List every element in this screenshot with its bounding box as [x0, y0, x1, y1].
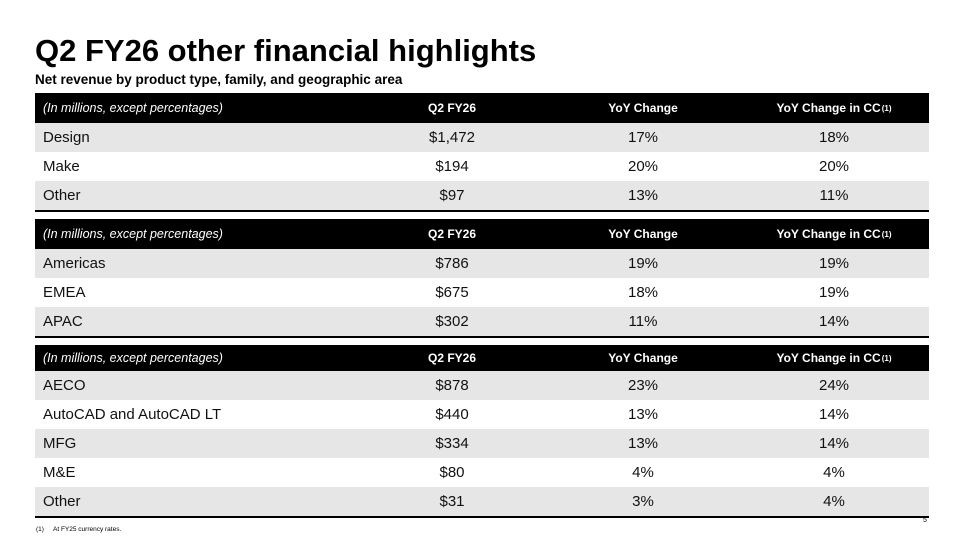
row-value: 18%: [818, 129, 850, 146]
row-value: 18%: [627, 284, 659, 301]
table-row: Other $97 13% 11%: [35, 181, 929, 210]
table-rule: [35, 210, 929, 212]
header-text: YoY Change: [608, 101, 678, 115]
table-row: EMEA $675 18% 19%: [35, 278, 929, 307]
row-value: 17%: [627, 129, 659, 146]
row-value: 14%: [818, 435, 850, 452]
table-rule: [35, 516, 929, 518]
row-value: 23%: [627, 377, 659, 394]
header-cell: Q2 FY26: [352, 345, 552, 371]
row-value: $675: [435, 284, 469, 301]
row-value: 4%: [632, 464, 654, 481]
header-cell: YoY Change in CC (1): [734, 93, 934, 123]
footnote: At FY25 currency rates.: [53, 526, 122, 533]
header-cell: YoY Change in CC (1): [734, 345, 934, 371]
row-value: 19%: [818, 284, 850, 301]
row-label: APAC: [43, 313, 83, 330]
table-rule: [35, 336, 929, 338]
subtitle: Net revenue by product type, family, and…: [35, 72, 403, 87]
footnote-marker: (1): [36, 526, 44, 533]
row-value: 19%: [627, 255, 659, 272]
row-value: $1,472: [429, 129, 475, 146]
header-cell: (In millions, except percentages): [43, 219, 223, 249]
row-value: $97: [439, 187, 465, 204]
row-value: 20%: [818, 158, 850, 175]
row-value: 14%: [818, 406, 850, 423]
row-value: 4%: [823, 493, 845, 510]
header-text: YoY Change in CC: [776, 101, 881, 115]
header-text: (In millions, except percentages): [43, 101, 223, 115]
table-row: Other $31 3% 4%: [35, 487, 929, 516]
row-label: Americas: [43, 255, 106, 272]
table-header: (In millions, except percentages) Q2 FY26…: [35, 93, 929, 123]
header-note: (1): [881, 103, 892, 113]
header-cell: YoY Change in CC (1): [734, 219, 934, 249]
row-value: $878: [435, 377, 469, 394]
row-label: Make: [43, 158, 80, 175]
header-text: YoY Change in CC: [776, 227, 881, 241]
row-value: 13%: [627, 406, 659, 423]
header-note: (1): [881, 353, 892, 363]
page-number: 5: [923, 517, 927, 524]
header-text: (In millions, except percentages): [43, 351, 223, 365]
row-value: 11%: [628, 313, 658, 330]
row-label: MFG: [43, 435, 77, 452]
row-value: $334: [435, 435, 469, 452]
header-text: Q2 FY26: [427, 351, 477, 365]
header-cell: Q2 FY26: [352, 93, 552, 123]
row-value: 14%: [818, 313, 850, 330]
table-row: APAC $302 11% 14%: [35, 307, 929, 336]
row-value: $302: [435, 313, 469, 330]
row-value: 13%: [627, 187, 659, 204]
row-label: Other: [43, 493, 81, 510]
row-value: $194: [435, 158, 469, 175]
row-value: 4%: [823, 464, 845, 481]
row-label: Other: [43, 187, 81, 204]
row-value: $31: [439, 493, 465, 510]
row-label: AECO: [43, 377, 86, 394]
header-cell: (In millions, except percentages): [43, 345, 223, 371]
header-text: Q2 FY26: [427, 101, 477, 115]
table-row: AECO $878 23% 24%: [35, 371, 929, 400]
title: Q2 FY26 other financial highlights: [35, 33, 537, 68]
header-text: YoY Change in CC: [776, 351, 881, 365]
row-label: AutoCAD and AutoCAD LT: [43, 406, 222, 423]
row-label: M&E: [43, 464, 76, 481]
table-row: M&E $80 4% 4%: [35, 458, 929, 487]
table-row: Design $1,472 17% 18%: [35, 123, 929, 152]
table-row: Americas $786 19% 19%: [35, 249, 929, 278]
row-label: Design: [43, 129, 90, 146]
header-note: (1): [881, 229, 892, 239]
header-cell: Q2 FY26: [352, 219, 552, 249]
table-row: AutoCAD and AutoCAD LT $440 13% 14%: [35, 400, 929, 429]
header-cell: YoY Change: [543, 93, 743, 123]
row-value: $440: [435, 406, 469, 423]
row-value: $80: [439, 464, 465, 481]
header-text: YoY Change: [608, 351, 678, 365]
header-text: Q2 FY26: [427, 227, 477, 241]
header-text: (In millions, except percentages): [43, 227, 223, 241]
table-row: Make $194 20% 20%: [35, 152, 929, 181]
row-value: 13%: [627, 435, 659, 452]
row-value: 19%: [818, 255, 850, 272]
table-header: (In millions, except percentages) Q2 FY26…: [35, 345, 929, 371]
row-value: 11%: [819, 187, 849, 204]
table-row: MFG $334 13% 14%: [35, 429, 929, 458]
row-value: 20%: [627, 158, 659, 175]
row-value: $786: [435, 255, 469, 272]
header-cell: YoY Change: [543, 219, 743, 249]
row-value: 3%: [632, 493, 654, 510]
header-text: YoY Change: [608, 227, 678, 241]
table-header: (In millions, except percentages) Q2 FY26…: [35, 219, 929, 249]
row-label: EMEA: [43, 284, 86, 301]
header-cell: YoY Change: [543, 345, 743, 371]
header-cell: (In millions, except percentages): [43, 93, 223, 123]
row-value: 24%: [818, 377, 850, 394]
